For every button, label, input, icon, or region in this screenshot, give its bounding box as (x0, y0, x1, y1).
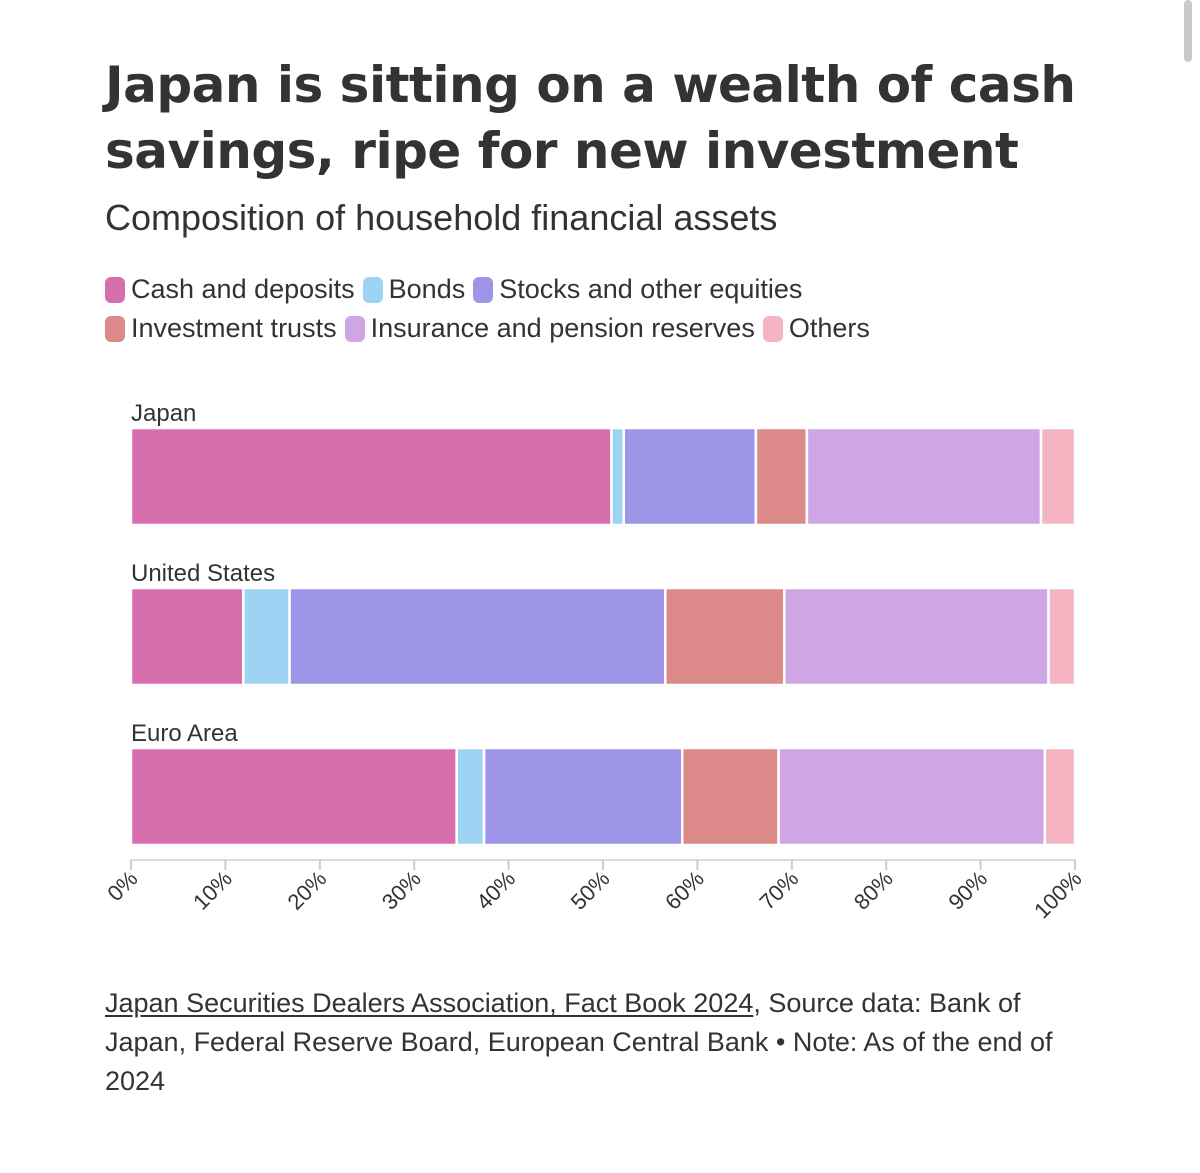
bar-segment-insurance-and-pension-reserves: Euro Area – Insurance and pension reserv… (777, 746, 1047, 847)
x-tick-label: 80% (849, 866, 898, 915)
legend-swatch (105, 315, 125, 342)
source-note: Japan Securities Dealers Association, Fa… (105, 984, 1095, 1101)
category-label: United States (131, 560, 275, 587)
bar-segment-investment-trusts: Euro Area – Investment trusts: 10.2% (681, 746, 780, 847)
legend-item-cash: Cash and deposits (105, 274, 355, 305)
legend-swatch (362, 276, 383, 303)
legend-label: Insurance and pension reserves (370, 313, 755, 343)
bar-segment-bonds: Euro Area – Bonds: 2.9% (455, 746, 486, 847)
bar-segment-stocks-and-other-equities: United States – Stocks and other equitie… (288, 586, 667, 687)
bar-segment-cash-and-deposits: Euro Area – Cash and deposits: 34.5% (129, 746, 458, 847)
legend-item-investment-trusts: Investment trusts (105, 313, 337, 344)
bar-group-united-states: United StatesUnited States – Cash and de… (129, 560, 1077, 687)
bar-segment-stocks-and-other-equities: Euro Area – Stocks and other equities: 2… (482, 746, 684, 847)
bar-segment-others: Euro Area – Others: 3.2% (1043, 746, 1077, 847)
bar-segment-investment-trusts: United States – Investment trusts: 12.6% (664, 586, 786, 687)
stacked-bar-chart: JapanJapan – Cash and deposits: 50.9%Jap… (102, 400, 1086, 923)
x-tick-label: 10% (188, 866, 237, 915)
scrollbar[interactable] (1184, 0, 1192, 62)
bar-segment-bonds: Japan – Bonds: 1.3% (610, 426, 626, 527)
legend-item-bonds: Bonds (362, 274, 466, 305)
legend-swatch (105, 276, 125, 303)
category-label: Euro Area (131, 720, 238, 747)
bar-segment-stocks-and-other-equities: Japan – Stocks and other equities: 14% (622, 426, 758, 527)
legend-label: Bonds (388, 274, 466, 304)
bar-segment-others: United States – Others: 2.8% (1047, 586, 1077, 687)
legend-label: Investment trusts (131, 313, 337, 343)
x-tick-label: 60% (660, 866, 709, 915)
bar-segment-others: Japan – Others: 3.6% (1039, 426, 1077, 527)
x-tick-label: 70% (755, 866, 804, 915)
chart-subtitle: Composition of household financial asset… (105, 197, 778, 238)
x-tick-label: 90% (943, 866, 992, 915)
legend-row: Investment trusts Insurance and pension … (105, 309, 1105, 348)
legend-item-others: Others (762, 313, 870, 344)
bar-segment-cash-and-deposits: United States – Cash and deposits: 11.9% (129, 586, 245, 687)
bar-segment-cash-and-deposits: Japan – Cash and deposits: 50.9% (129, 426, 613, 527)
legend-swatch (344, 315, 365, 342)
chart-title: Japan is sitting on a wealth of cash sav… (105, 56, 1076, 180)
bar-segment-bonds: United States – Bonds: 4.9% (242, 586, 291, 687)
bar-group-japan: JapanJapan – Cash and deposits: 50.9%Jap… (129, 400, 1077, 527)
x-tick-label: 50% (566, 866, 615, 915)
source-link[interactable]: Japan Securities Dealers Association, Fa… (105, 988, 754, 1018)
legend-item-stocks: Stocks and other equities (473, 274, 802, 305)
legend-swatch (762, 315, 783, 342)
x-tick-label: 40% (471, 866, 520, 915)
chart-legend: Cash and deposits Bonds Stocks and other… (105, 270, 1105, 348)
x-tick-label: 0% (102, 866, 142, 906)
x-tick-label: 100% (1029, 866, 1086, 923)
legend-label: Others (788, 313, 870, 343)
legend-item-insurance: Insurance and pension reserves (344, 313, 755, 344)
x-tick-label: 20% (283, 866, 332, 915)
category-label: Japan (131, 400, 196, 427)
bar-group-euro-area: Euro AreaEuro Area – Cash and deposits: … (129, 720, 1077, 847)
bar-segment-investment-trusts: Japan – Investment trusts: 5.4% (754, 426, 809, 527)
bar-segment-insurance-and-pension-reserves: United States – Insurance and pension re… (782, 586, 1050, 687)
legend-swatch (473, 276, 494, 303)
legend-row: Cash and deposits Bonds Stocks and other… (105, 270, 1105, 309)
source-text: , Source data: Bank of Japan, Federal Re… (105, 988, 1053, 1096)
bar-segment-insurance-and-pension-reserves: Japan – Insurance and pension reserves: … (805, 426, 1043, 527)
legend-label: Stocks and other equities (499, 274, 803, 304)
legend-label: Cash and deposits (131, 274, 355, 304)
x-tick-label: 30% (377, 866, 426, 915)
